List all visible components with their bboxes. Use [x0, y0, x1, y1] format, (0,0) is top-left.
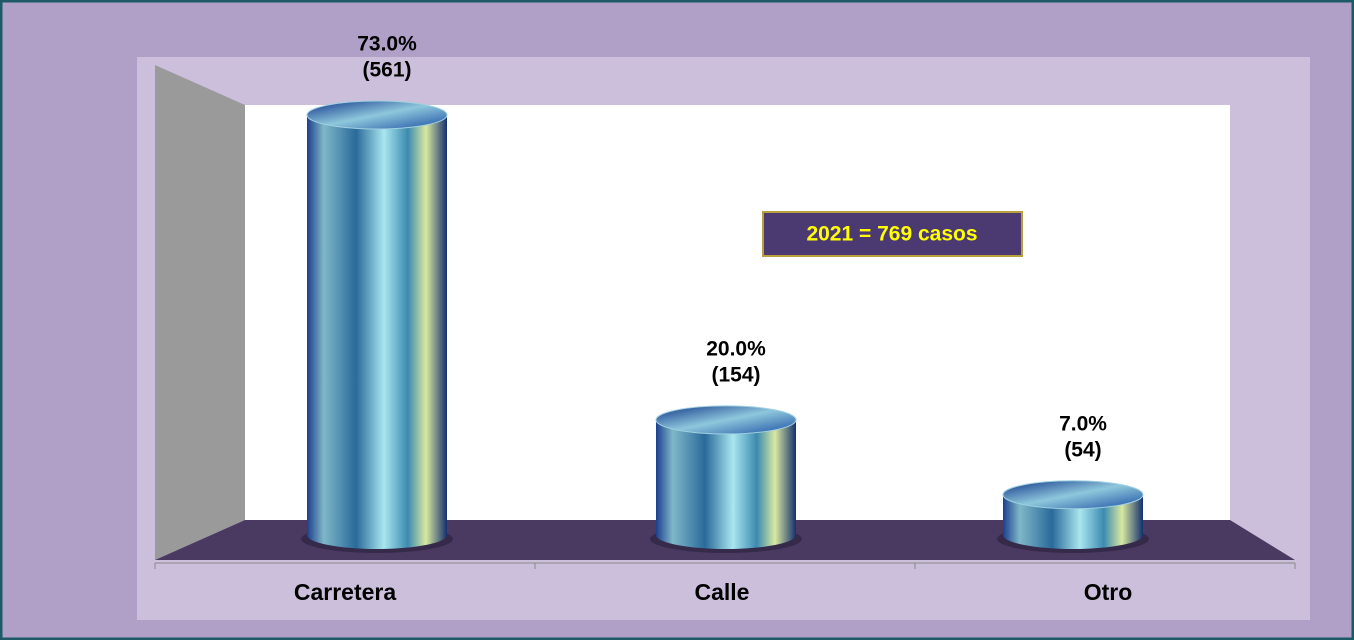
bar-top: [1003, 481, 1143, 509]
count-label: (561): [362, 59, 411, 82]
value-label: 73.0%: [357, 33, 417, 56]
chart: 2021 = 769 casos 73.0% (561) Carretera 20.0…: [0, 0, 1354, 640]
count-label: (54): [1064, 438, 1101, 461]
bar-top: [656, 406, 796, 434]
x-tick-label: Calle: [695, 579, 750, 605]
count-label: (154): [711, 363, 760, 386]
value-label: 20.0%: [706, 337, 766, 360]
value-label: 7.0%: [1059, 412, 1107, 435]
x-tick-label: Otro: [1084, 579, 1133, 605]
bar: [656, 420, 796, 535]
x-tick-label: Carretera: [294, 579, 396, 605]
bar-top: [307, 101, 447, 129]
bar: [307, 115, 447, 535]
side-wall: [155, 65, 245, 560]
annotation: 2021 = 769 casos: [806, 223, 977, 246]
